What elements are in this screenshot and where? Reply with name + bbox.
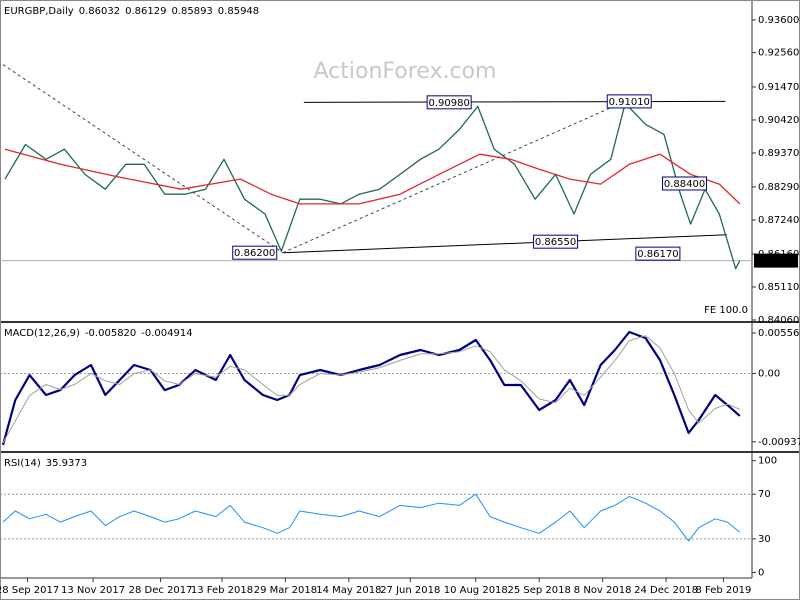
watermark: ActionForex.com: [314, 59, 497, 84]
y-tick-label: -0.00937: [758, 437, 800, 448]
x-tick-label: 10 Aug 2018: [444, 585, 508, 596]
x-tick-label: 25 Sep 2018: [508, 585, 571, 596]
readout-value: 0.85893: [171, 6, 212, 17]
level-label: 0.90980: [428, 98, 469, 109]
y-tick-label: 0.89370: [758, 148, 799, 159]
panel-title: RSI(14): [4, 458, 41, 469]
series-line: [4, 102, 741, 270]
trend-line: [2, 64, 284, 254]
trend-line: [282, 234, 727, 254]
x-tick-label: 8 Nov 2018: [574, 585, 632, 596]
x-tick-label: 13 Feb 2018: [191, 585, 253, 596]
readout-value: -0.004914: [141, 328, 192, 339]
trend-line: [303, 100, 726, 103]
level-label: 0.86550: [535, 237, 576, 248]
y-tick-label: 0.93600: [758, 15, 799, 26]
y-tick-label: 0: [758, 567, 764, 578]
y-tick-label: 0.84060: [758, 315, 799, 326]
series-line: [2, 493, 741, 542]
y-tick-label: 0.90420: [758, 115, 799, 126]
trend-line: [282, 100, 626, 254]
level-label: 0.86170: [637, 249, 678, 260]
level-box: [533, 234, 579, 249]
level-box: [635, 246, 681, 261]
panel-header: EURGBP,Daily 0.86032 0.86129 0.85893 0.85948: [4, 6, 259, 17]
readout-value: -0.005820: [85, 328, 136, 339]
readout-value: 0.86129: [125, 6, 166, 17]
y-tick-label: 100: [758, 456, 777, 467]
level-box: [426, 95, 472, 110]
y-tick-label: 0.88290: [758, 182, 799, 193]
panel-title: MACD(12,26,9): [4, 328, 80, 339]
x-tick-label: 28 Sep 2017: [0, 585, 59, 596]
panel-title: EURGBP,Daily: [4, 6, 74, 17]
panel-header: RSI(14) 35.9373: [4, 458, 87, 469]
x-tick-label: 27 Jun 2018: [380, 585, 440, 596]
fe-label: FE 100.0: [704, 305, 748, 316]
y-tick-label: 0.85110: [758, 282, 799, 293]
y-tick-label: 0.91470: [758, 82, 799, 93]
readout-value: 0.86032: [79, 6, 120, 17]
x-tick-label: 29 Mar 2018: [254, 585, 317, 596]
level-box: [606, 94, 652, 109]
x-tick-label: 28 Dec 2017: [129, 585, 193, 596]
level-label: 0.88400: [664, 179, 705, 190]
y-tick-label: 0.92560: [758, 48, 799, 59]
y-tick-label: 0.87240: [758, 215, 799, 226]
y-tick-label: 30: [758, 534, 771, 545]
readout-value: 0.85948: [218, 6, 259, 17]
readout-value: 35.9373: [46, 458, 87, 469]
level-label: 0.91010: [609, 97, 650, 108]
series-line: [1, 330, 741, 446]
y-tick-label: 0.005567: [758, 328, 800, 339]
series-line: [4, 148, 741, 205]
x-tick-label: 8 Feb 2019: [695, 585, 751, 596]
panel-header: MACD(12,26,9) -0.005820 -0.004914: [4, 328, 193, 339]
y-tick-label: 0.00: [758, 369, 780, 380]
series-line: [2, 335, 740, 443]
y-tick-label: 70: [758, 489, 771, 500]
last-price-label: 0.85948: [757, 256, 798, 267]
x-tick-label: 24 Dec 2018: [634, 585, 698, 596]
last-price-box: [754, 253, 798, 268]
level-label: 0.86200: [234, 248, 275, 259]
x-tick-label: 14 May 2018: [316, 585, 381, 596]
x-tick-label: 13 Nov 2017: [61, 585, 125, 596]
level-box: [662, 176, 708, 191]
level-box: [232, 245, 278, 260]
